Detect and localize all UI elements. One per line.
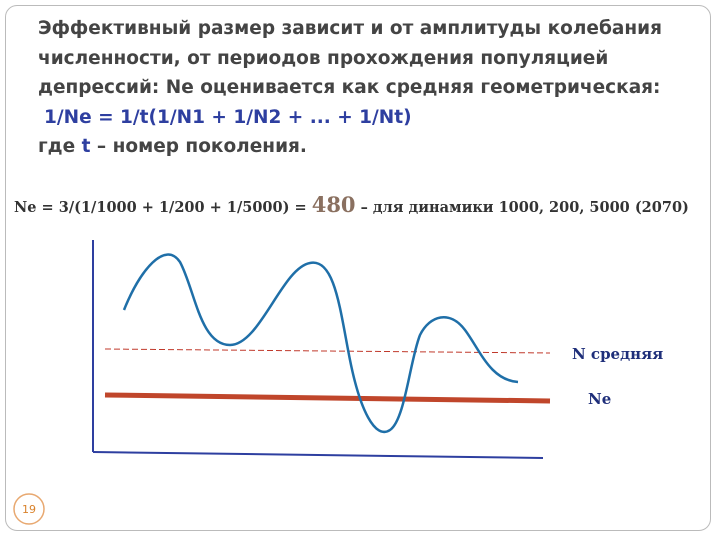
text-line: численности, от периодов прохождения поп… (38, 47, 609, 69)
equation: Ne = 3/(1/1000 + 1/200 + 1/5000) = 480 –… (14, 192, 689, 217)
text: где (38, 136, 82, 157)
mean-line (104, 348, 551, 354)
page-number-badge (13, 493, 45, 525)
slide-frame (5, 5, 711, 531)
formula: 1/Ne = 1/t(1/N1 + 1/N2 + ... + 1/Nt) (44, 106, 412, 128)
text-line: где t – номер поколения. (38, 132, 662, 162)
equation-right: – для динамики 1000, 200, 5000 (2070) (355, 199, 689, 216)
equation-result: 480 (311, 192, 356, 217)
mean-label: N средняя (572, 345, 663, 363)
equation-left: Ne = 3/(1/1000 + 1/200 + 1/5000) = (14, 199, 312, 216)
x-axis (92, 451, 544, 459)
ne-label: Ne (588, 390, 611, 408)
variable: t (81, 136, 91, 157)
page-number: 19 (22, 503, 36, 516)
text: – номер поколения. (90, 136, 307, 157)
text-line: депрессий: Ne оценивается как средняя ге… (38, 77, 661, 98)
text-line: Эффективный размер зависит и от амплитуд… (38, 18, 662, 39)
paragraph: Эффективный размер зависит и от амплитуд… (38, 14, 662, 162)
population-curve (122, 253, 519, 433)
ne-line (104, 392, 551, 404)
